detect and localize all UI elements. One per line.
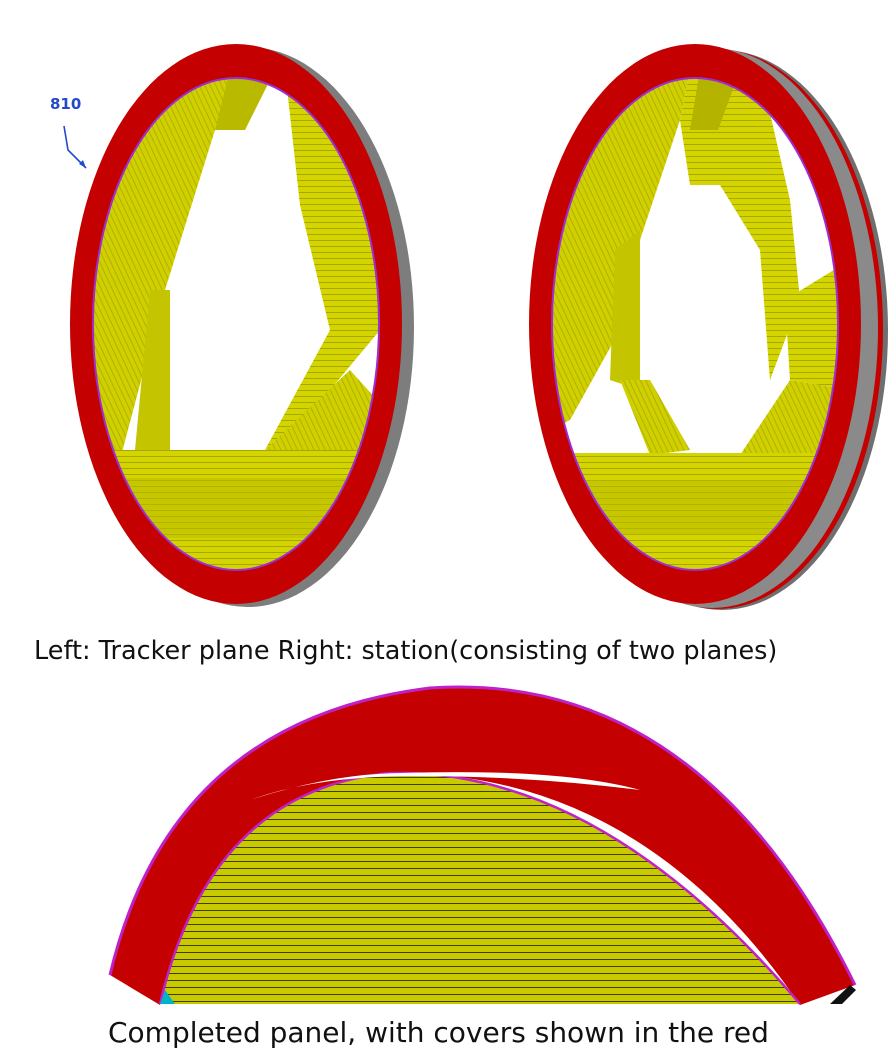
- reference-number: 810: [50, 95, 82, 113]
- tracker-station: [529, 44, 888, 610]
- tracker-plane: [63, 44, 414, 607]
- panel-cover: [110, 687, 855, 1005]
- straw-panels: [93, 78, 379, 570]
- caption-top: Left: Tracker plane Right: station(consi…: [34, 636, 778, 666]
- completed-panel: [108, 685, 857, 1005]
- panel-straws: [160, 772, 800, 1004]
- caption-bottom: Completed panel, with covers shown in th…: [108, 1016, 769, 1049]
- callout-leader: [63, 125, 87, 169]
